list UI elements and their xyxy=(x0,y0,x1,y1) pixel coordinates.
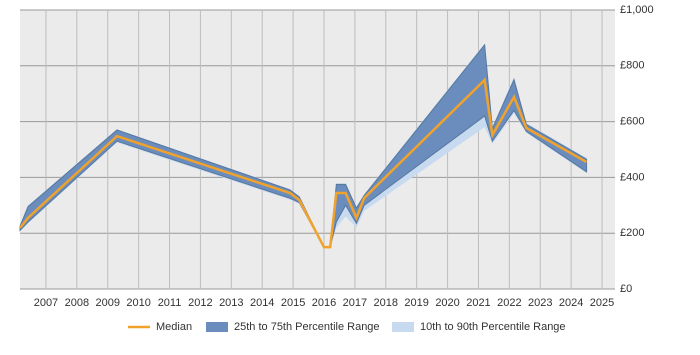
legend-label: Median xyxy=(156,321,192,333)
legend-label: 25th to 75th Percentile Range xyxy=(234,321,380,333)
legend-swatch xyxy=(206,322,228,332)
legend-label: 10th to 90th Percentile Range xyxy=(420,321,566,333)
y-tick-label: £200 xyxy=(620,227,644,239)
x-tick-label: 2007 xyxy=(34,297,58,309)
x-tick-label: 2018 xyxy=(374,297,398,309)
legend-swatch xyxy=(392,322,414,332)
x-tick-label: 2022 xyxy=(497,297,521,309)
median-line xyxy=(19,77,588,249)
x-tick-label: 2023 xyxy=(528,297,552,309)
x-tick-label: 2025 xyxy=(590,297,614,309)
x-tick-label: 2024 xyxy=(559,297,583,309)
y-tick-label: £800 xyxy=(620,60,644,72)
x-tick-label: 2013 xyxy=(219,297,243,309)
x-tick-label: 2017 xyxy=(343,297,367,309)
x-tick-label: 2009 xyxy=(95,297,119,309)
x-tick-label: 2020 xyxy=(435,297,459,309)
y-tick-label: £400 xyxy=(620,171,644,183)
x-tick-label: 2012 xyxy=(188,297,212,309)
x-tick-label: 2021 xyxy=(466,297,490,309)
x-tick-label: 2010 xyxy=(126,297,150,309)
x-tick-label: 2015 xyxy=(281,297,305,309)
x-tick-label: 2008 xyxy=(65,297,89,309)
x-tick-label: 2011 xyxy=(158,297,182,309)
x-tick-label: 2014 xyxy=(250,297,274,309)
plot-area xyxy=(20,10,615,289)
x-tick-label: 2016 xyxy=(312,297,336,309)
x-tick-label: 2019 xyxy=(404,297,428,309)
y-tick-label: £600 xyxy=(620,116,644,128)
y-tick-label: £1,000 xyxy=(620,4,654,16)
y-tick-label: £0 xyxy=(620,283,632,295)
